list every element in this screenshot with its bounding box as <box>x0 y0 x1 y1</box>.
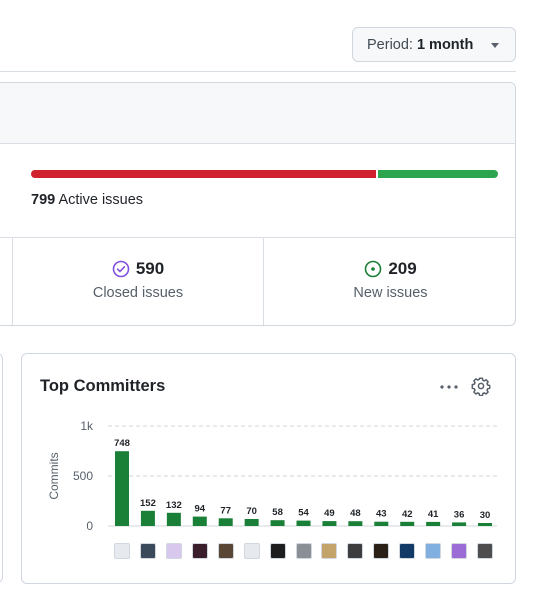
committer-avatar[interactable] <box>165 543 182 559</box>
bar-value-label: 132 <box>166 500 182 511</box>
stats-column-divider <box>12 238 13 325</box>
bar-value-label: 152 <box>140 498 156 509</box>
committer-avatar[interactable] <box>217 543 234 559</box>
committer-avatar[interactable] <box>321 543 338 559</box>
commit-bar <box>348 521 363 526</box>
bar-value-label: 58 <box>272 507 283 518</box>
stats-divider <box>0 237 515 238</box>
new-issues-count: 209 <box>388 259 417 278</box>
adjacent-card-edge <box>0 353 3 583</box>
bar-value-label: 70 <box>246 506 257 517</box>
new-issues-bar <box>378 170 498 178</box>
issues-summary-panel: 799 Active issues 590 Closed issues 209 … <box>0 82 516 326</box>
card-title: Top Committers <box>40 377 166 395</box>
committer-avatar[interactable] <box>295 543 312 559</box>
top-committers-card: Top Committers Commits 0 500 1k 748 152 132 94… <box>21 353 516 584</box>
commit-bar <box>478 523 493 526</box>
commit-bar <box>140 510 155 526</box>
bar-value-label: 748 <box>114 438 130 449</box>
commit-bar <box>296 520 311 526</box>
committer-avatar[interactable] <box>451 543 468 559</box>
closed-issues-count: 590 <box>135 259 165 278</box>
commit-bar <box>218 518 233 526</box>
y-tick-label: 0 <box>86 519 93 533</box>
gear-icon[interactable] <box>471 376 491 396</box>
bar-value-label: 94 <box>195 504 206 515</box>
bar-value-label: 43 <box>376 509 387 520</box>
bar-value-label: 42 <box>402 509 413 520</box>
new-issues-stat[interactable]: 209 New issues <box>264 257 515 301</box>
committer-avatar[interactable] <box>373 543 390 559</box>
period-label: Period: <box>367 36 413 53</box>
bar-value-label: 48 <box>350 508 361 519</box>
new-issues-label: New issues <box>353 285 428 301</box>
commit-bar <box>322 521 337 526</box>
commit-bar <box>374 521 389 526</box>
commit-bar <box>115 451 129 526</box>
bar-value-label: 49 <box>324 508 335 519</box>
commit-bar <box>244 519 259 526</box>
commit-bar <box>400 521 415 526</box>
commit-bar <box>426 521 441 526</box>
commit-bar <box>270 520 285 526</box>
y-axis-label: Commits <box>47 452 61 499</box>
committer-avatar[interactable] <box>347 543 364 559</box>
bar-value-label: 77 <box>220 505 231 516</box>
commit-bar <box>192 516 207 526</box>
y-tick-label: 500 <box>73 469 93 483</box>
issue-opened-icon <box>365 260 382 278</box>
commit-bar <box>452 522 467 526</box>
issue-closed-icon <box>112 260 130 278</box>
period-select-button[interactable]: Period: 1 month <box>352 27 516 62</box>
bar-value-label: 30 <box>480 510 491 521</box>
triangle-down-icon <box>491 43 499 48</box>
committer-avatar[interactable] <box>425 543 442 559</box>
bar-value-label: 54 <box>298 508 309 519</box>
active-issues-summary: 799 Active issues <box>31 192 143 208</box>
committer-avatar[interactable] <box>269 543 286 559</box>
committer-avatar[interactable] <box>399 543 416 559</box>
header-divider <box>0 71 516 72</box>
closed-issues-label: Closed issues <box>92 285 184 301</box>
closed-issues-stat[interactable]: 590 Closed issues <box>13 257 263 301</box>
active-issues-count: 799 <box>31 192 56 208</box>
closed-issues-bar <box>31 170 376 178</box>
committer-avatar[interactable] <box>114 543 130 559</box>
bar-value-label: 41 <box>428 509 439 520</box>
commits-bar-chart: Commits 0 500 1k 748 152 132 94 77 70 58 54 49 48 43 4… <box>47 419 497 533</box>
period-value: 1 month <box>416 36 474 53</box>
active-issues-label: Active issues <box>58 192 144 208</box>
y-tick-label: 1k <box>80 419 94 433</box>
committer-avatar[interactable] <box>477 543 494 559</box>
issues-panel-header <box>0 83 515 144</box>
stats-column-divider <box>263 238 264 325</box>
committer-avatar[interactable] <box>139 543 156 559</box>
kebab-horizontal-icon[interactable] <box>438 378 460 396</box>
committer-avatar[interactable] <box>243 543 260 559</box>
commit-bar <box>166 512 181 526</box>
committer-avatar[interactable] <box>191 543 208 559</box>
bar-value-label: 36 <box>454 509 465 520</box>
